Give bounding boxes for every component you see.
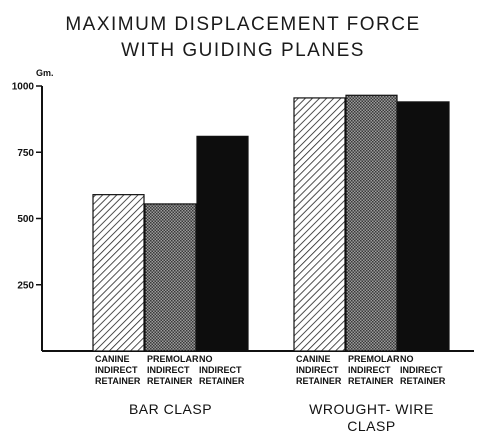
bar-label-line: INDIRECT bbox=[199, 365, 242, 375]
bar-label-line: RETAINER bbox=[199, 376, 245, 386]
bar-1-2 bbox=[144, 203, 197, 352]
bar-label-line: INDIRECT bbox=[400, 365, 443, 375]
y-axis-unit-label: Gm. bbox=[36, 68, 54, 78]
bar-1-1 bbox=[92, 194, 145, 352]
group-label-line: WROUGHT- WIRE bbox=[309, 401, 434, 417]
bar-label-line: INDIRECT bbox=[147, 365, 190, 375]
y-tick-label: 250 bbox=[17, 280, 34, 291]
bar-1-3 bbox=[196, 135, 249, 352]
bars bbox=[92, 94, 450, 352]
bar-label-line: RETAINER bbox=[400, 376, 446, 386]
bar-2-1 bbox=[293, 97, 346, 352]
group-label-line: CLASP bbox=[347, 418, 395, 434]
bar-label-line: RETAINER bbox=[296, 376, 342, 386]
bar-label-line: INDIRECT bbox=[95, 365, 138, 375]
bar-label-line: PREMOLAR bbox=[147, 354, 199, 364]
bar-label-line: NO bbox=[400, 354, 414, 364]
y-tick-label: 500 bbox=[17, 214, 34, 225]
bar-label-line: RETAINER bbox=[95, 376, 141, 386]
bar-label-line: NO bbox=[199, 354, 213, 364]
chart-title-line-1: MAXIMUM DISPLACEMENT FORCE bbox=[65, 14, 420, 35]
bar-2-2 bbox=[345, 94, 398, 352]
bar-label-line: PREMOLAR bbox=[348, 354, 400, 364]
chart-title-line-2: WITH GUIDING PLANES bbox=[121, 40, 365, 61]
y-tick-label: 750 bbox=[17, 148, 34, 159]
bar-label-line: CANINE bbox=[95, 354, 130, 364]
group-label-line: BAR CLASP bbox=[129, 401, 212, 417]
bar-label-line: INDIRECT bbox=[348, 365, 391, 375]
y-axis-ticks: 250 500 750 1000 bbox=[12, 82, 42, 291]
bar-label-line: RETAINER bbox=[147, 376, 193, 386]
y-tick-label: 1000 bbox=[12, 82, 35, 93]
bar-label-line: CANINE bbox=[296, 354, 331, 364]
bar-label-line: RETAINER bbox=[348, 376, 394, 386]
bar-labels: CANINEINDIRECTRETAINERPREMOLARINDIRECTRE… bbox=[95, 354, 446, 386]
bar-2-3 bbox=[397, 101, 450, 352]
bar-label-line: INDIRECT bbox=[296, 365, 339, 375]
